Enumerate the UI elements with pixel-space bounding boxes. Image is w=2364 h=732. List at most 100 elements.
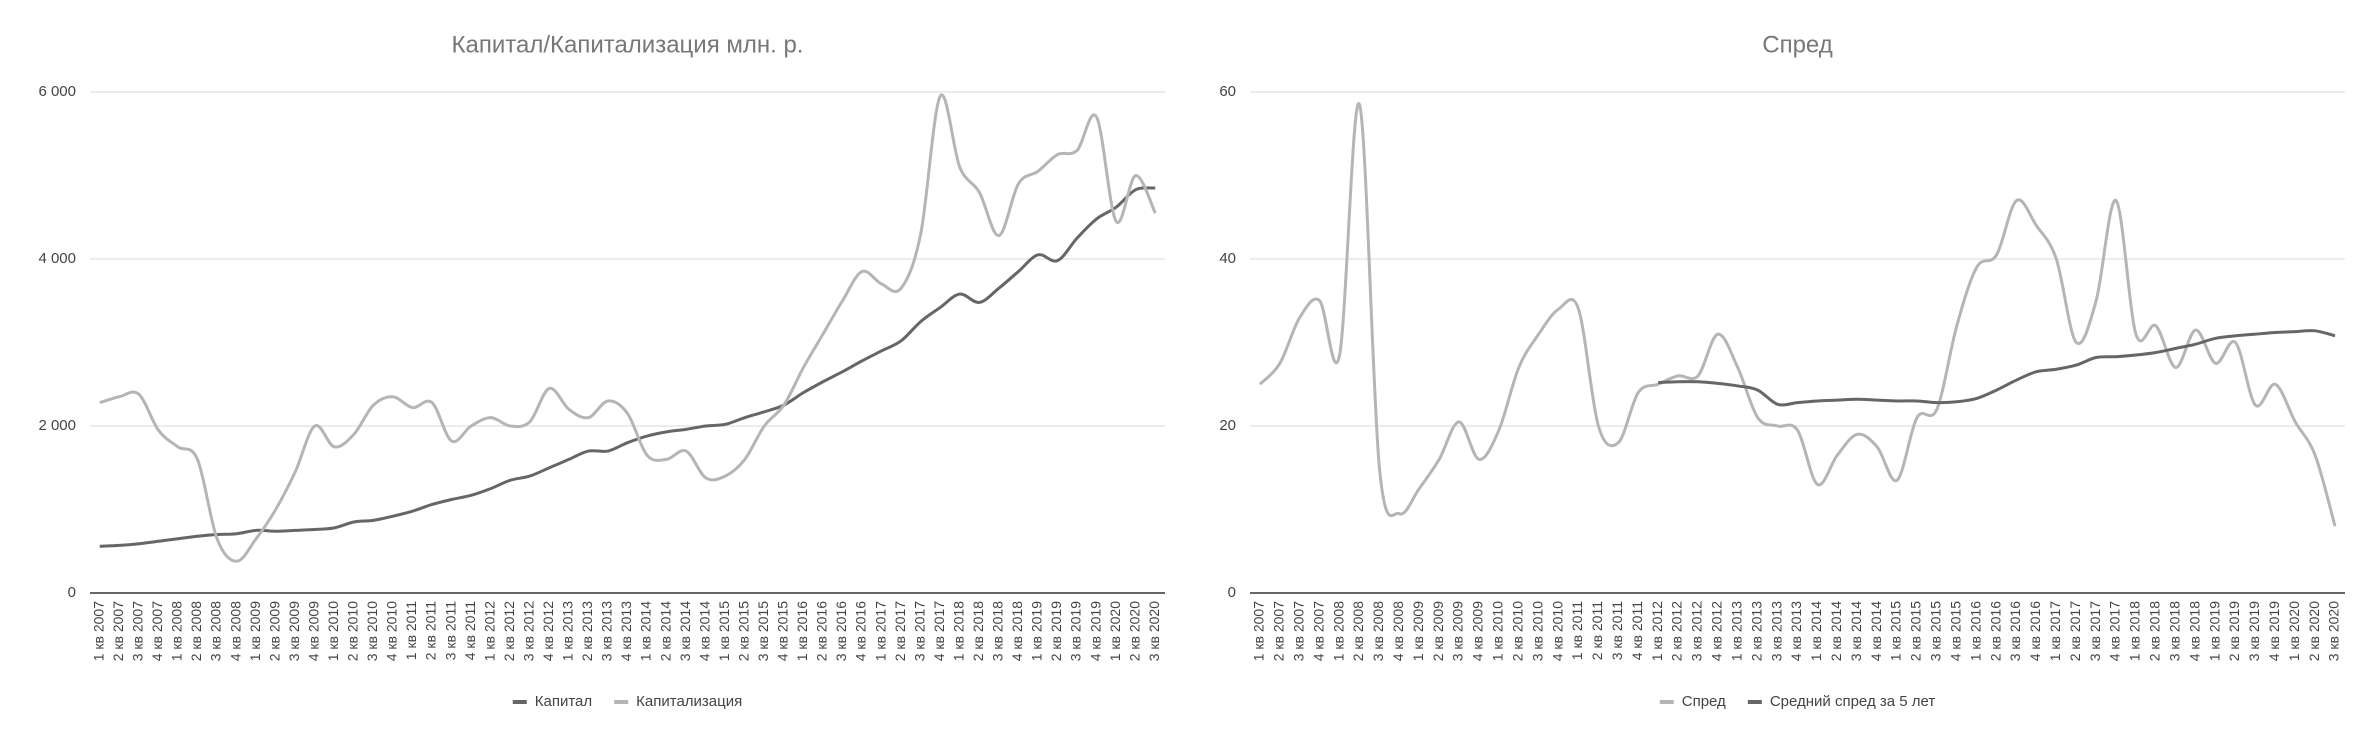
x-tick-label: 1 кв 2012 — [1649, 601, 1665, 661]
x-tick-label: 4 кв 2010 — [1549, 601, 1565, 661]
x-tick-label: 2 кв 2020 — [1126, 601, 1142, 661]
legend-label: Капитализация — [636, 693, 742, 710]
x-tick-label: 3 кв 2008 — [208, 601, 224, 661]
x-tick-label: 4 кв 2016 — [2027, 601, 2043, 661]
x-tick-label: 2 кв 2018 — [970, 601, 986, 661]
x-tick-label: 1 кв 2017 — [2047, 601, 2063, 661]
x-tick-label: 3 кв 2018 — [990, 601, 1006, 661]
x-tick-label: 1 кв 2015 — [716, 601, 732, 661]
x-tick-label: 1 кв 2011 — [1569, 601, 1585, 660]
x-tick-label: 4 кв 2010 — [384, 601, 400, 661]
x-tick-label: 2 кв 2009 — [1430, 601, 1446, 661]
x-tick-label: 3 кв 2008 — [1370, 601, 1386, 661]
x-tick-label: 2 кв 2012 — [1669, 601, 1685, 661]
x-tick-label: 2 кв 2008 — [1350, 601, 1366, 661]
x-tick-label: 1 кв 2015 — [1888, 601, 1904, 661]
x-tick-label: 1 кв 2014 — [638, 601, 654, 661]
legend-label: Средний спред за 5 лет — [1770, 693, 1936, 710]
y-tick-label: 60 — [1219, 83, 1236, 100]
x-tick-label: 4 кв 2011 — [1629, 601, 1645, 660]
x-tick-label: 4 кв 2017 — [2107, 601, 2123, 661]
x-tick-label: 3 кв 2020 — [2326, 601, 2342, 661]
x-tick-label: 4 кв 2018 — [1009, 601, 1025, 661]
x-tick-label: 2 кв 2011 — [1589, 601, 1605, 660]
x-tick-label: 1 кв 2019 — [1029, 601, 1045, 661]
y-tick-label: 6 000 — [38, 83, 76, 100]
chart-title: Спред — [1762, 31, 1833, 58]
x-tick-label: 2 кв 2019 — [2226, 601, 2242, 661]
x-tick-label: 3 кв 2009 — [1450, 601, 1466, 661]
x-tick-label: 4 кв 2013 — [1788, 601, 1804, 661]
x-tick-label: 1 кв 2012 — [481, 601, 497, 661]
y-tick-label: 2 000 — [38, 417, 76, 434]
x-tick-label: 3 кв 2010 — [1529, 601, 1545, 661]
x-tick-label: 1 кв 2007 — [1251, 601, 1267, 661]
x-tick-label: 4 кв 2008 — [1390, 601, 1406, 661]
x-tick-label: 2 кв 2017 — [2067, 601, 2083, 661]
x-tick-label: 4 кв 2011 — [462, 601, 478, 660]
x-tick-label: 1 кв 2014 — [1808, 601, 1824, 661]
x-tick-label: 3 кв 2012 — [1689, 601, 1705, 661]
x-tick-label: 3 кв 2011 — [1609, 601, 1625, 660]
x-tick-label: 1 кв 2010 — [325, 601, 341, 661]
chart-title: Капитал/Капитализация млн. р. — [452, 31, 804, 58]
x-tick-label: 2 кв 2015 — [735, 601, 751, 661]
x-tick-label: 3 кв 2016 — [833, 601, 849, 661]
x-tick-label: 4 кв 2014 — [696, 601, 712, 661]
x-tick-label: 1 кв 2009 — [1410, 601, 1426, 661]
x-tick-label: 2 кв 2012 — [501, 601, 517, 661]
x-tick-label: 4 кв 2015 — [1947, 601, 1963, 661]
x-tick-label: 1 кв 2007 — [90, 601, 106, 661]
x-tick-label: 1 кв 2013 — [560, 601, 576, 661]
x-tick-label: 1 кв 2019 — [2206, 601, 2222, 661]
x-tick-label: 3 кв 2019 — [2246, 601, 2262, 661]
x-tick-label: 2 кв 2010 — [1509, 601, 1525, 661]
x-tick-label: 4 кв 2009 — [305, 601, 321, 661]
x-tick-label: 4 кв 2019 — [2266, 601, 2282, 661]
y-tick-label: 0 — [68, 584, 76, 601]
x-tick-label: 2 кв 2016 — [814, 601, 830, 661]
x-tick-label: 3 кв 2014 — [1848, 601, 1864, 661]
x-tick-label: 2 кв 2007 — [1271, 601, 1287, 661]
x-tick-label: 1 кв 2017 — [872, 601, 888, 661]
line-series — [1258, 102, 2337, 527]
x-tick-label: 1 кв 2020 — [1107, 601, 1123, 661]
x-tick-label: 1 кв 2016 — [794, 601, 810, 661]
x-tick-label: 2 кв 2017 — [892, 601, 908, 661]
x-tick-label: 2 кв 2013 — [579, 601, 595, 661]
line-series — [1658, 329, 2336, 407]
x-tick-label: 1 кв 2008 — [169, 601, 185, 661]
x-tick-label: 1 кв 2010 — [1490, 601, 1506, 661]
legend-label: Спред — [1682, 693, 1726, 710]
x-tick-label: 4 кв 2018 — [2186, 601, 2202, 661]
x-tick-label: 3 кв 2007 — [1290, 601, 1306, 661]
x-tick-label: 1 кв 2011 — [403, 601, 419, 660]
x-tick-label: 4 кв 2009 — [1470, 601, 1486, 661]
x-tick-label: 4 кв 2012 — [540, 601, 556, 661]
x-tick-label: 4 кв 2014 — [1868, 601, 1884, 661]
x-tick-label: 1 кв 2018 — [950, 601, 966, 661]
x-tick-label: 2 кв 2018 — [2147, 601, 2163, 661]
x-tick-label: 2 кв 2007 — [110, 601, 126, 661]
x-tick-label: 3 кв 2018 — [2166, 601, 2182, 661]
x-tick-label: 3 кв 2019 — [1068, 601, 1084, 661]
x-tick-label: 3 кв 2012 — [520, 601, 536, 661]
x-tick-label: 2 кв 2016 — [1987, 601, 2003, 661]
x-tick-label: 2 кв 2019 — [1048, 601, 1064, 661]
x-tick-label: 3 кв 2016 — [2007, 601, 2023, 661]
x-tick-label: 4 кв 2013 — [618, 601, 634, 661]
x-tick-label: 1 кв 2009 — [247, 601, 263, 661]
x-tick-label: 4 кв 2019 — [1087, 601, 1103, 661]
x-tick-label: 3 кв 2017 — [2087, 601, 2103, 661]
x-tick-label: 3 кв 2015 — [1928, 601, 1944, 661]
x-tick-label: 3 кв 2014 — [677, 601, 693, 661]
x-tick-label: 3 кв 2015 — [755, 601, 771, 661]
x-tick-label: 2 кв 2009 — [266, 601, 282, 661]
x-tick-label: 3 кв 2013 — [1768, 601, 1784, 661]
x-tick-label: 2 кв 2014 — [657, 601, 673, 661]
x-tick-label: 4 кв 2015 — [775, 601, 791, 661]
x-tick-label: 3 кв 2009 — [286, 601, 302, 661]
x-tick-label: 3 кв 2007 — [130, 601, 146, 661]
y-tick-label: 4 000 — [38, 250, 76, 267]
y-tick-label: 0 — [1228, 584, 1236, 601]
